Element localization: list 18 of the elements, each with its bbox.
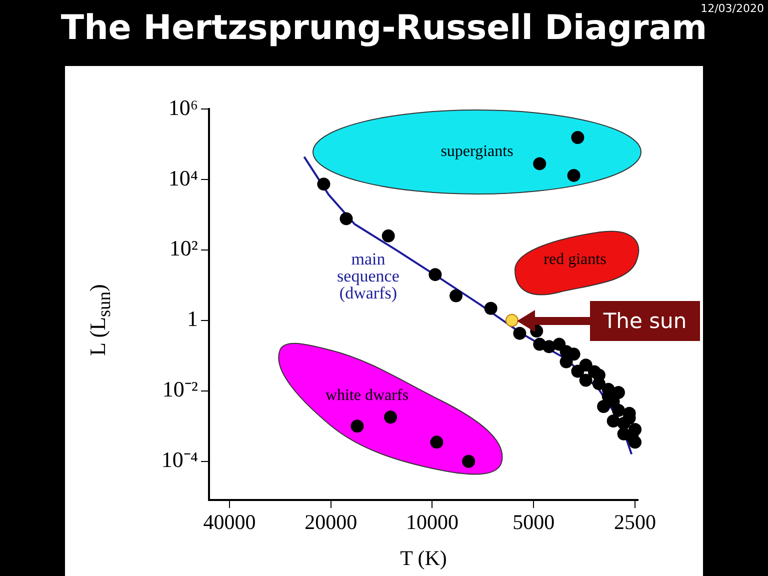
x-tick-label: 5000 (512, 510, 555, 534)
y-tick-label: 10² (169, 236, 198, 261)
annotation: supergiants (440, 143, 514, 161)
y-tick-label: 10⁻⁴ (161, 447, 198, 472)
x-tick-label: 20000 (304, 510, 358, 534)
x-axis-title: T (K) (400, 546, 447, 570)
x-tick-label: 2500 (614, 510, 656, 534)
annotation: red giants (544, 251, 606, 269)
x-tick-label: 10000 (406, 510, 458, 534)
x-tick-label: 40000 (203, 510, 256, 534)
y-tick-label: 10⁴ (168, 165, 198, 190)
y-tick-label: 10⁶ (168, 94, 198, 120)
y-tick-label: 1 (187, 306, 198, 332)
series-label: main sequence (dwarfs) (337, 250, 400, 303)
y-tick-label: 10⁻² (162, 376, 198, 402)
annotation: white dwarfs (325, 387, 409, 405)
annotation: The sun (590, 301, 700, 341)
text: 12/03/2020 (700, 2, 764, 15)
